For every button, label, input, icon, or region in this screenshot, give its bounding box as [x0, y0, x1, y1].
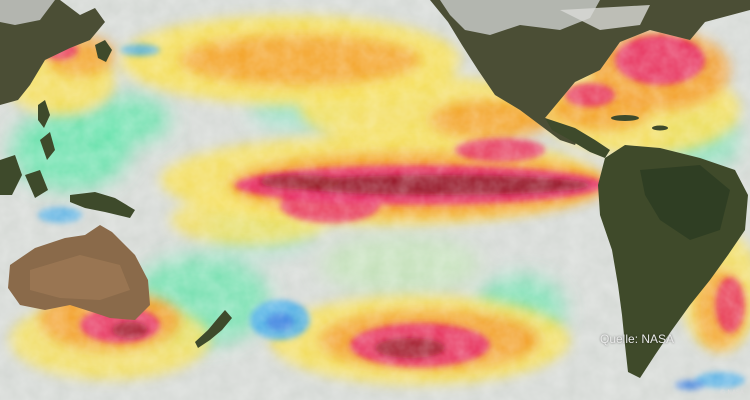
source-credit: Quelle: NASA	[600, 332, 675, 346]
new-zealand-landmass	[195, 310, 232, 348]
land-layer	[0, 0, 750, 378]
new-guinea-landmass	[70, 192, 135, 218]
corner-credit: © NASA	[719, 389, 744, 396]
japan-landmass	[95, 40, 112, 62]
north-america-landmass	[430, 0, 750, 145]
asia-landmass	[0, 0, 105, 105]
indonesia-islands	[0, 132, 55, 198]
central-america-landmass	[545, 118, 610, 158]
philippines-islands	[38, 100, 50, 128]
